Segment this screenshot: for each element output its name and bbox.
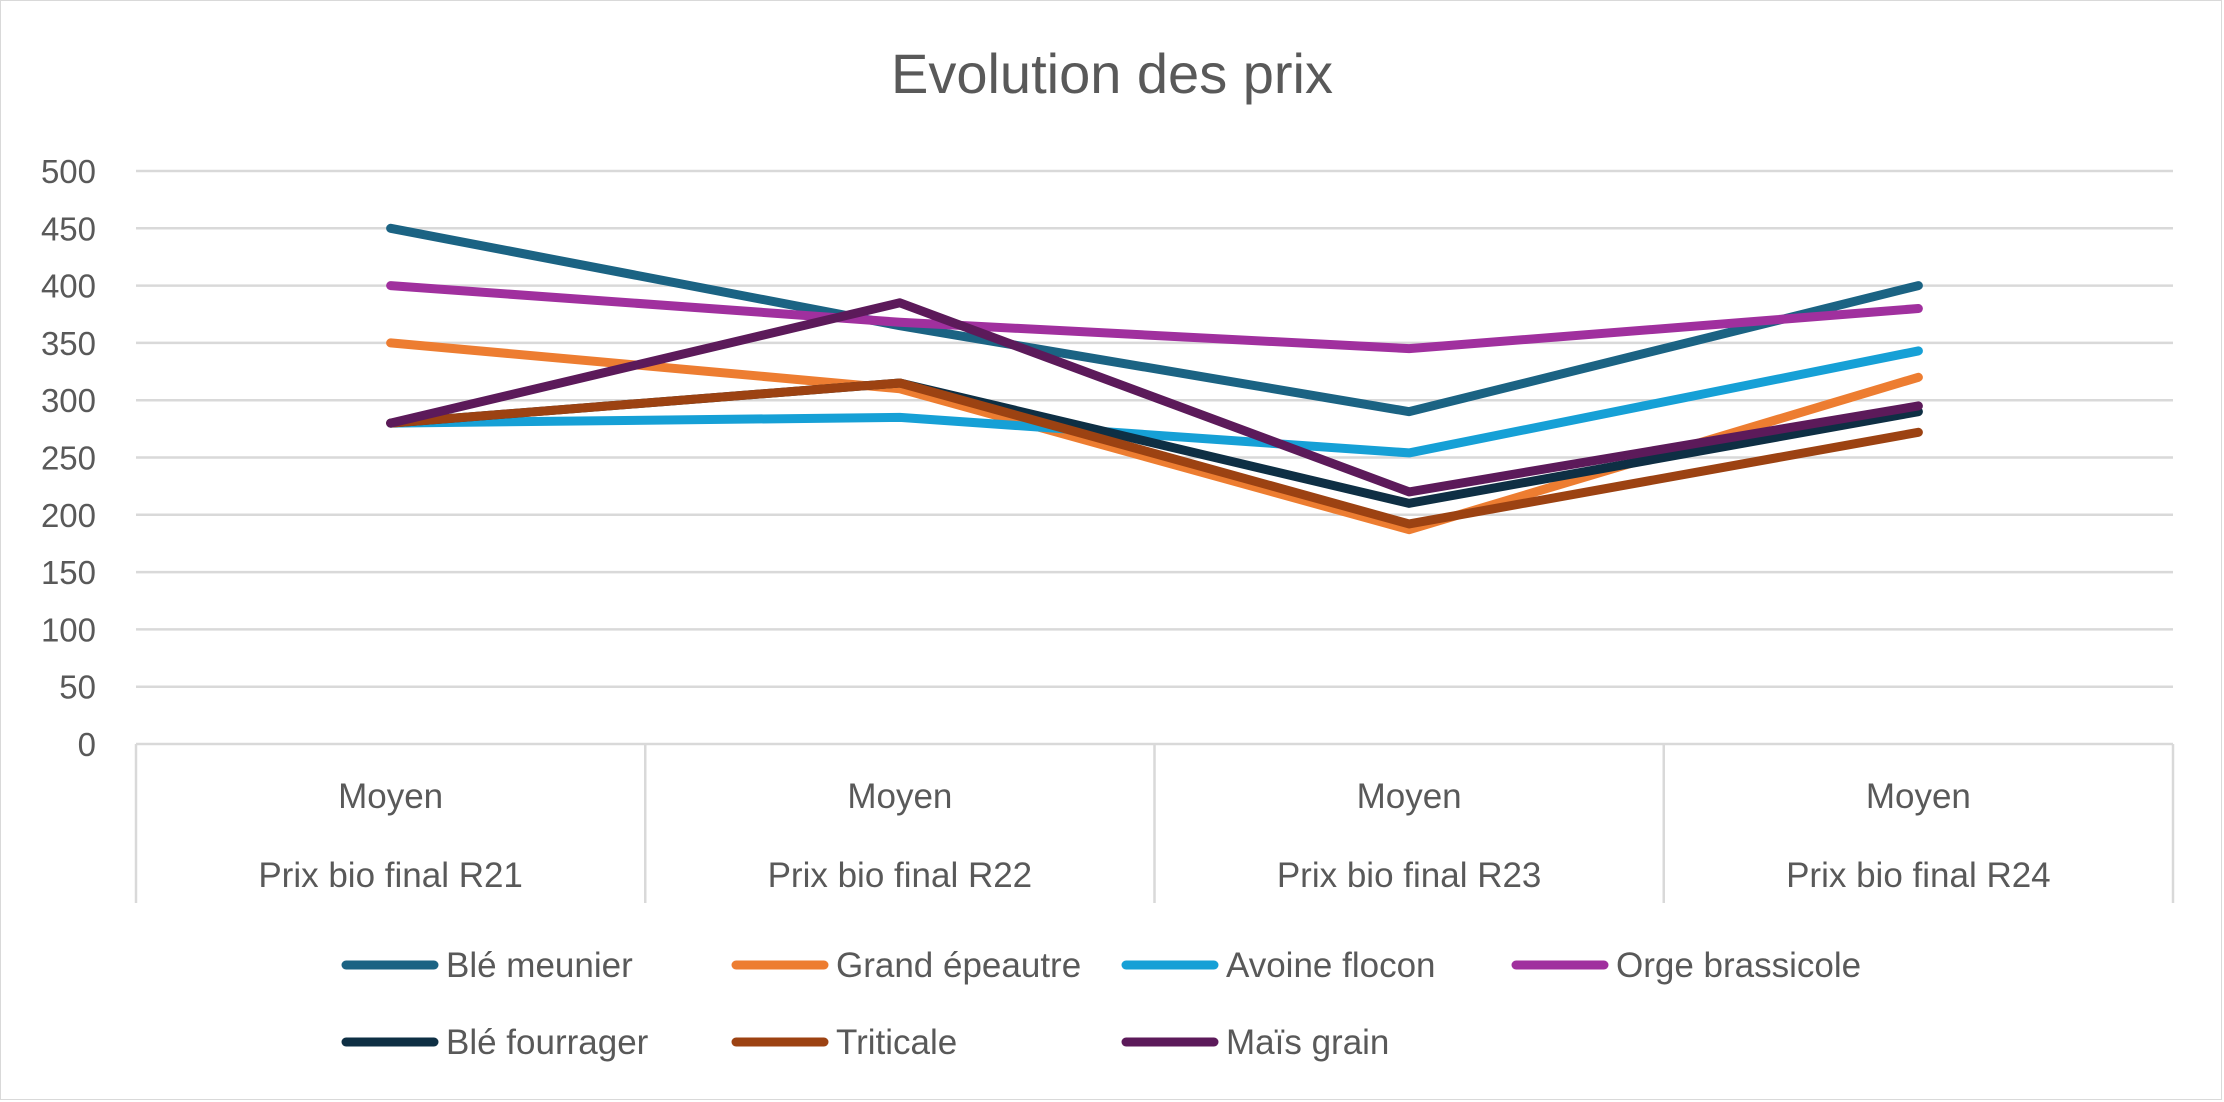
data-point xyxy=(1917,349,1920,352)
category-label-bottom: Prix bio final R22 xyxy=(768,856,1033,895)
y-tick-label: 450 xyxy=(41,210,96,247)
data-point xyxy=(1917,404,1920,407)
y-tick-label: 50 xyxy=(59,669,96,706)
data-point xyxy=(389,422,392,425)
data-point xyxy=(1408,451,1411,454)
series-line-3 xyxy=(386,281,1923,354)
data-point xyxy=(1917,410,1920,413)
category-label-top: Moyen xyxy=(1357,777,1462,816)
chart-title: Evolution des prix xyxy=(891,42,1333,105)
legend-label: Maïs grain xyxy=(1226,1023,1389,1062)
series-line-6 xyxy=(386,298,1923,497)
legend-item[interactable]: Grand épeautre xyxy=(731,946,1081,985)
category-label-bottom: Prix bio final R23 xyxy=(1277,856,1542,895)
data-point xyxy=(1917,376,1920,379)
legend-label: Grand épeautre xyxy=(836,946,1081,985)
y-tick-label: 200 xyxy=(41,497,96,534)
y-axis: 0 50 100 150 200 250 300 350 400 450 500 xyxy=(41,153,96,763)
category-label-bottom: Prix bio final R24 xyxy=(1786,856,2051,895)
series-line-0 xyxy=(386,223,1923,417)
legend-label: Triticale xyxy=(836,1023,957,1062)
legend-label: Blé fourrager xyxy=(446,1023,649,1062)
legend-item[interactable]: Orge brassicole xyxy=(1511,946,1861,985)
data-point xyxy=(1917,307,1920,310)
data-point xyxy=(1408,528,1411,531)
legend: Blé meunier Grand épeautre Avoine flocon Or… xyxy=(341,946,1861,1062)
y-tick-label: 100 xyxy=(41,611,96,648)
y-tick-label: 500 xyxy=(41,153,96,190)
category-label-bottom: Prix bio final R21 xyxy=(258,856,523,895)
legend-item[interactable]: Triticale xyxy=(731,1023,957,1062)
data-point xyxy=(1408,490,1411,493)
category-label-top: Moyen xyxy=(1866,777,1971,816)
legend-item[interactable]: Blé fourrager xyxy=(341,1023,649,1062)
data-point xyxy=(1408,502,1411,505)
legend-label: Orge brassicole xyxy=(1616,946,1861,985)
data-point xyxy=(898,387,901,390)
data-point xyxy=(1408,522,1411,525)
data-point xyxy=(389,227,392,230)
category-label-top: Moyen xyxy=(847,777,952,816)
data-point xyxy=(898,321,901,324)
data-point xyxy=(898,301,901,304)
y-tick-label: 400 xyxy=(41,268,96,305)
x-axis: Moyen Prix bio final R21 Moyen Prix bio fin… xyxy=(134,744,2175,903)
data-point xyxy=(389,341,392,344)
legend-label: Blé meunier xyxy=(446,946,633,985)
data-point xyxy=(1917,431,1920,434)
data-point xyxy=(1408,347,1411,350)
legend-item[interactable]: Avoine flocon xyxy=(1121,946,1436,985)
data-point xyxy=(898,382,901,385)
y-tick-label: 0 xyxy=(78,726,96,763)
y-tick-label: 250 xyxy=(41,440,96,477)
category-label-top: Moyen xyxy=(338,777,443,816)
legend-label: Avoine flocon xyxy=(1226,946,1436,985)
legend-item[interactable]: Blé meunier xyxy=(341,946,633,985)
series-lines xyxy=(386,223,1923,535)
data-point xyxy=(389,284,392,287)
y-tick-label: 150 xyxy=(41,554,96,591)
legend-item[interactable]: Maïs grain xyxy=(1121,1023,1389,1062)
series-line-2 xyxy=(386,346,1923,458)
data-point xyxy=(1917,284,1920,287)
data-point xyxy=(898,416,901,419)
data-point xyxy=(1408,410,1411,413)
series-line-5 xyxy=(386,378,1923,529)
y-tick-label: 300 xyxy=(41,382,96,419)
y-tick-label: 350 xyxy=(41,325,96,362)
